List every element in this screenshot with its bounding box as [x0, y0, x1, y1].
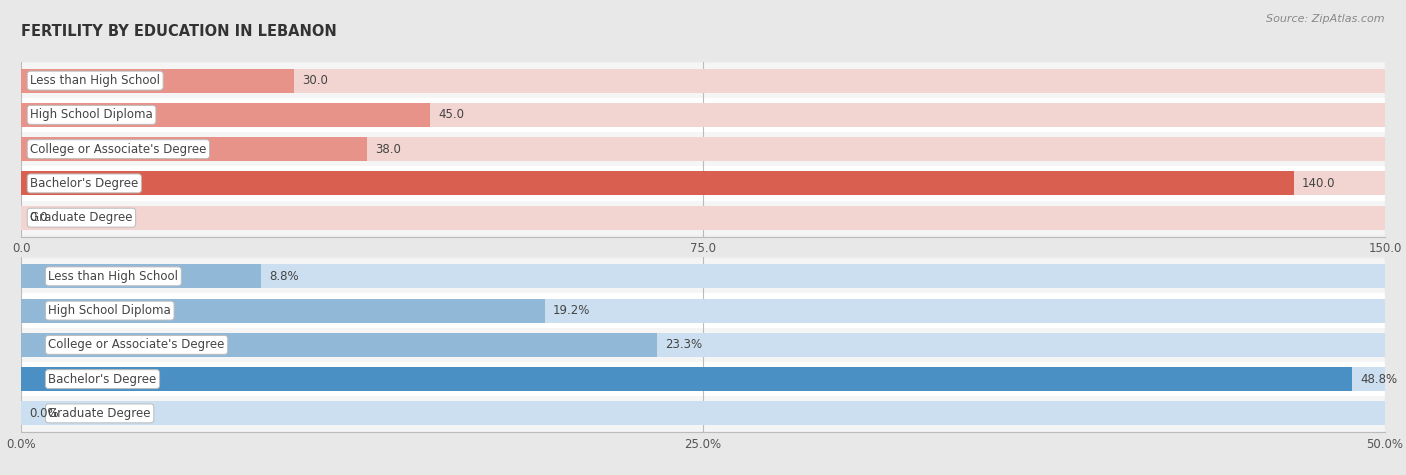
Text: 8.8%: 8.8% [270, 270, 299, 283]
Text: Less than High School: Less than High School [30, 74, 160, 87]
Text: 48.8%: 48.8% [1361, 372, 1398, 386]
Bar [21, 367, 1385, 391]
Text: 140.0: 140.0 [1302, 177, 1336, 190]
Bar [21, 299, 1385, 323]
Text: 45.0: 45.0 [439, 108, 464, 122]
Bar [21, 367, 1353, 391]
Bar [21, 200, 1385, 235]
Text: FERTILITY BY EDUCATION IN LEBANON: FERTILITY BY EDUCATION IN LEBANON [21, 24, 337, 39]
Text: Source: ZipAtlas.com: Source: ZipAtlas.com [1267, 14, 1385, 24]
Bar [21, 265, 1385, 288]
Bar [21, 362, 1385, 396]
Bar [21, 68, 1385, 93]
Bar [21, 206, 1385, 229]
Text: High School Diploma: High School Diploma [48, 304, 172, 317]
Bar [21, 171, 1294, 195]
Bar [21, 166, 1385, 200]
Bar [21, 98, 1385, 132]
Bar [21, 401, 1385, 426]
Bar [21, 259, 1385, 294]
Text: College or Associate's Degree: College or Associate's Degree [30, 142, 207, 156]
Bar [21, 64, 1385, 98]
Bar [21, 299, 544, 323]
Text: Graduate Degree: Graduate Degree [48, 407, 150, 420]
Text: 19.2%: 19.2% [553, 304, 591, 317]
Text: Less than High School: Less than High School [48, 270, 179, 283]
Bar [21, 171, 1385, 195]
Bar [21, 396, 1385, 430]
Text: Bachelor's Degree: Bachelor's Degree [30, 177, 138, 190]
Text: 38.0: 38.0 [375, 142, 401, 156]
Text: Graduate Degree: Graduate Degree [30, 211, 132, 224]
Bar [21, 265, 262, 288]
Bar [21, 137, 367, 161]
Bar [21, 333, 657, 357]
Text: 23.3%: 23.3% [665, 338, 702, 352]
Text: 0.0: 0.0 [30, 211, 48, 224]
Bar [21, 103, 430, 127]
Text: 30.0: 30.0 [302, 74, 328, 87]
Bar [21, 333, 1385, 357]
Text: Bachelor's Degree: Bachelor's Degree [48, 372, 156, 386]
Text: High School Diploma: High School Diploma [30, 108, 153, 122]
Bar [21, 328, 1385, 362]
Bar [21, 294, 1385, 328]
Bar [21, 137, 1385, 161]
Bar [21, 103, 1385, 127]
Bar [21, 68, 294, 93]
Text: College or Associate's Degree: College or Associate's Degree [48, 338, 225, 352]
Text: 0.0%: 0.0% [30, 407, 59, 420]
Bar [21, 132, 1385, 166]
